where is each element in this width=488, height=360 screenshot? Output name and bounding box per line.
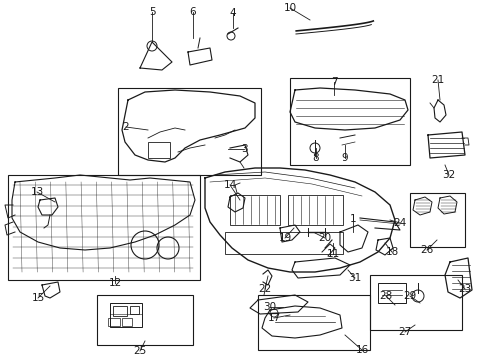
Bar: [224, 232, 342, 254]
Text: 21: 21: [430, 75, 444, 85]
Text: 4: 4: [229, 8, 236, 18]
Text: 2: 2: [122, 122, 129, 132]
Text: 6: 6: [189, 7, 196, 17]
Text: 29: 29: [403, 291, 416, 301]
Bar: [289, 78, 409, 165]
Bar: [130, 306, 139, 314]
Bar: [97, 295, 193, 345]
Text: 28: 28: [379, 291, 392, 301]
Text: 15: 15: [31, 293, 44, 303]
Bar: [148, 142, 170, 158]
Text: 18: 18: [385, 247, 398, 257]
Text: 19: 19: [278, 233, 291, 243]
Bar: [108, 318, 120, 326]
Text: 32: 32: [442, 170, 455, 180]
Text: 3: 3: [240, 144, 247, 154]
Text: 24: 24: [392, 218, 406, 228]
Text: 27: 27: [398, 327, 411, 337]
Bar: [287, 195, 342, 225]
Text: 22: 22: [258, 284, 271, 294]
Text: 5: 5: [148, 7, 155, 17]
Text: 16: 16: [355, 345, 368, 355]
Bar: [113, 306, 127, 316]
Text: 10: 10: [283, 3, 296, 13]
Text: 14: 14: [223, 180, 236, 190]
Text: 26: 26: [420, 245, 433, 255]
Text: 20: 20: [318, 233, 331, 243]
Text: 17: 17: [267, 313, 280, 323]
Text: 1: 1: [349, 214, 356, 224]
Bar: [118, 88, 261, 175]
Bar: [258, 295, 369, 350]
Text: 13: 13: [30, 187, 43, 197]
Bar: [110, 303, 142, 327]
Text: 12: 12: [108, 278, 122, 288]
Bar: [122, 318, 132, 326]
Text: 31: 31: [347, 273, 361, 283]
Text: 9: 9: [341, 153, 347, 163]
Text: 25: 25: [133, 346, 146, 356]
Bar: [409, 193, 464, 247]
Bar: [369, 275, 461, 330]
Bar: [229, 195, 280, 225]
Text: 11: 11: [325, 249, 339, 259]
Text: 30: 30: [263, 302, 276, 312]
Text: 23: 23: [457, 284, 470, 294]
Text: 8: 8: [312, 153, 319, 163]
Text: 7: 7: [330, 77, 337, 87]
Bar: [377, 283, 405, 303]
Bar: [8, 175, 200, 280]
